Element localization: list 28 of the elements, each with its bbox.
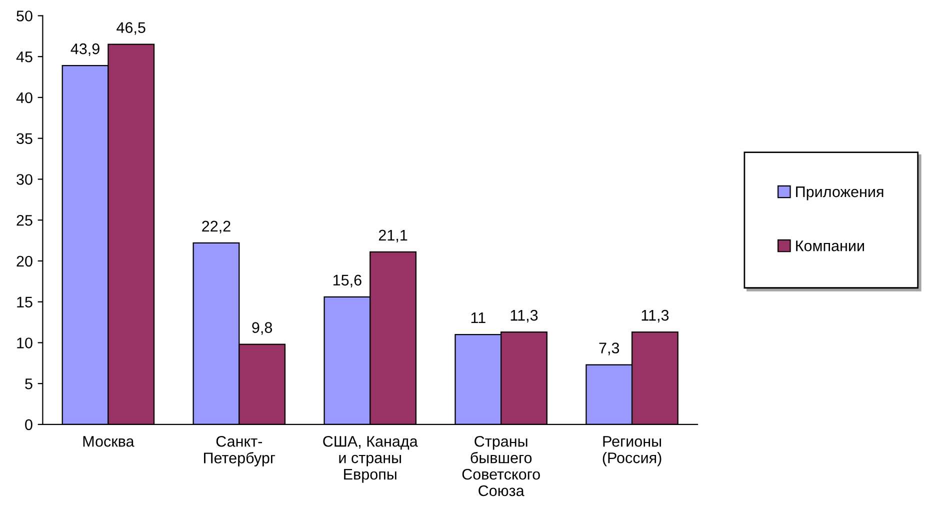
data-label: 43,9 bbox=[70, 43, 100, 56]
y-tick-label: 20 bbox=[16, 256, 32, 267]
data-label: 11,3 bbox=[510, 310, 538, 323]
data-label: 7,3 bbox=[599, 342, 620, 356]
y-tick-label: 50 bbox=[16, 10, 32, 22]
y-tick-label: 45 bbox=[16, 52, 32, 62]
x-tick-label: Москва bbox=[83, 436, 134, 447]
x-tick-label: Страны бывшего Советского Союза bbox=[462, 436, 540, 496]
y-tick-label: 25 bbox=[16, 214, 32, 226]
data-label: 11,3 bbox=[642, 310, 669, 323]
y-tick-label: 15 bbox=[17, 296, 32, 308]
data-label: 46,5 bbox=[116, 22, 146, 35]
y-tick-label: 40 bbox=[16, 92, 32, 104]
data-label: 15,6 bbox=[333, 274, 362, 288]
data-label: 21,1 bbox=[378, 230, 408, 242]
data-label: 11 bbox=[471, 312, 486, 324]
x-tick-label: Санкт- Петербург bbox=[204, 436, 276, 466]
y-tick-label: 5 bbox=[25, 378, 32, 390]
y-tick-label: 30 bbox=[16, 174, 32, 185]
legend-label: Приложения bbox=[796, 186, 884, 200]
y-tick-label: 10 bbox=[17, 338, 32, 348]
data-label: 9,8 bbox=[252, 322, 272, 335]
x-tick-label: США, Канада и страны Европы bbox=[323, 436, 418, 483]
y-tick-label: 35 bbox=[16, 133, 32, 144]
legend-label: Компании bbox=[796, 240, 864, 252]
x-tick-label: Регионы (Россия) bbox=[602, 436, 662, 466]
data-label: 22,2 bbox=[202, 220, 230, 234]
y-tick-label: 0 bbox=[25, 419, 32, 430]
